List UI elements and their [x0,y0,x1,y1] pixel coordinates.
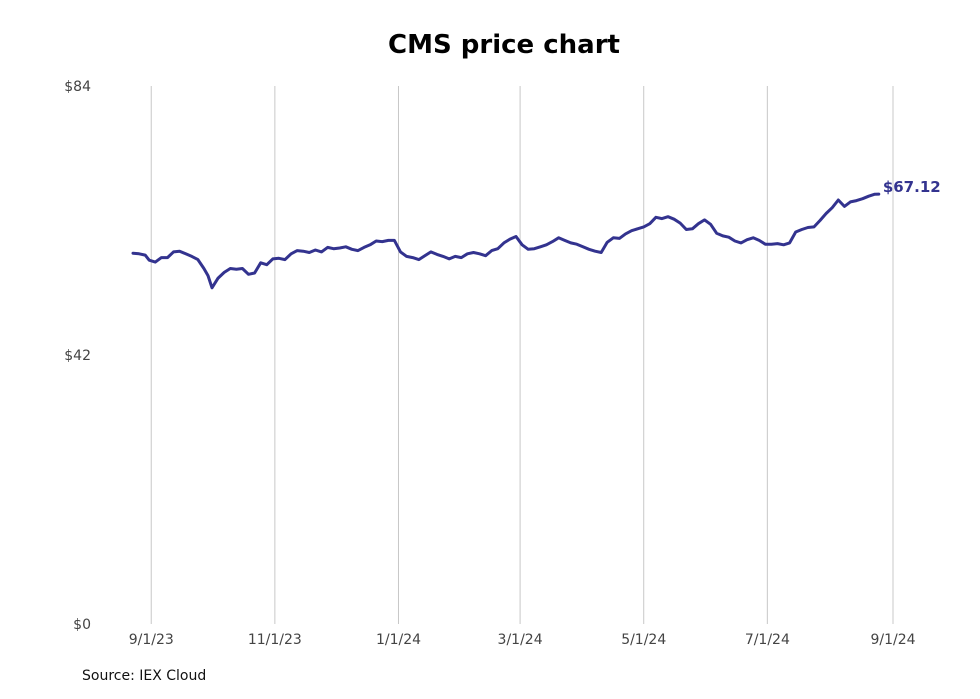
y-tick-label: $42 [64,348,91,364]
x-tick-label: 1/1/24 [376,632,421,648]
grid-lines [150,86,894,624]
chart-title: CMS price chart [388,30,620,60]
x-tick-label: 7/1/24 [745,632,790,648]
y-tick-label: $84 [64,79,91,95]
price-line [131,192,881,290]
source-note: Source: IEX Cloud [82,668,207,684]
x-tick-label: 5/1/24 [621,632,666,648]
x-tick-label: 9/1/23 [129,632,174,648]
last-price-label: $67.12 [883,178,941,196]
x-tick-label: 3/1/24 [498,632,543,648]
y-tick-label: $0 [73,617,91,633]
x-tick-label: 11/1/23 [248,632,302,648]
x-axis-labels: 9/1/23 11/1/23 1/1/24 3/1/24 5/1/24 7/1/24 9/1… [129,632,916,648]
y-axis-labels: $0 $42 $84 [64,79,91,633]
x-tick-label: 9/1/24 [870,632,915,648]
